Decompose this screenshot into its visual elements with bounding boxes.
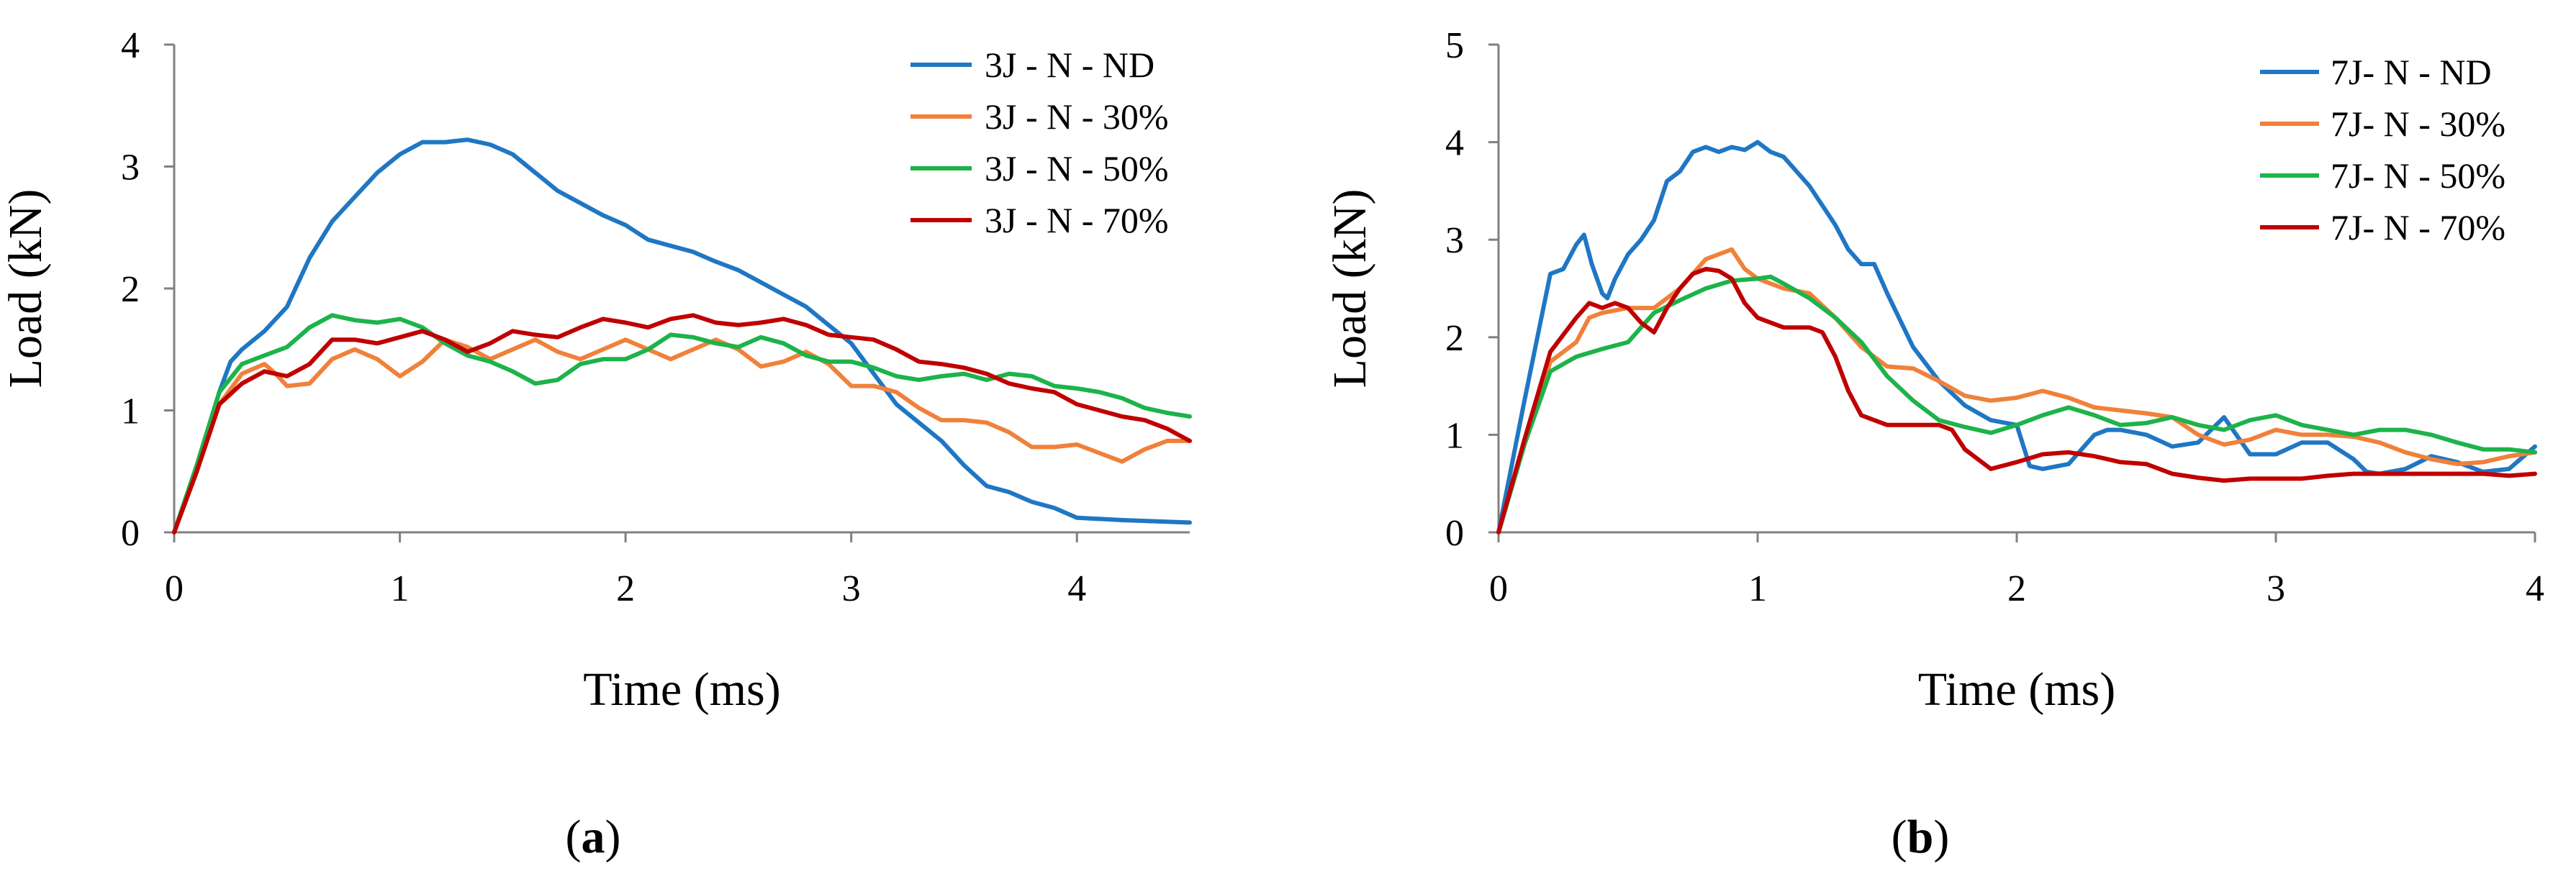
y-tick-label: 1 xyxy=(121,391,140,432)
x-axis-title: Time (ms) xyxy=(1918,663,2115,716)
tick-group: 0 1 2 3 4 0 1 2 3 4 xyxy=(121,25,1086,609)
x-tick-label: 3 xyxy=(842,568,861,609)
x-tick-label: 0 xyxy=(1489,568,1508,609)
legend-label: 7J- N - 30% xyxy=(2331,104,2505,144)
series-line-3 xyxy=(1496,274,2537,534)
panel-label-close: ) xyxy=(1933,811,1949,863)
legend-label: 7J- N - ND xyxy=(2331,52,2492,92)
series-line-3 xyxy=(172,313,1192,534)
panel-label-letter: b xyxy=(1907,811,1934,863)
series-group xyxy=(172,137,1192,534)
y-axis-title: Load (kN) xyxy=(1324,189,1376,388)
x-tick-label: 4 xyxy=(1067,568,1086,609)
y-tick-label: 4 xyxy=(121,25,140,66)
x-tick-label: 2 xyxy=(616,568,635,609)
series-line-2 xyxy=(172,337,1192,534)
panel-label-close: ) xyxy=(605,811,621,863)
y-tick-label: 2 xyxy=(1445,318,1464,359)
legend-label: 3J - N - ND xyxy=(985,45,1154,85)
y-tick-label: 3 xyxy=(1445,220,1464,261)
y-tick-label: 3 xyxy=(121,147,140,188)
panel-label-open: ( xyxy=(566,811,582,863)
y-tick-label: 5 xyxy=(1445,25,1464,66)
series-line-2 xyxy=(1496,247,2537,534)
y-tick-label: 4 xyxy=(1445,123,1464,164)
y-tick-label: 0 xyxy=(121,513,140,554)
legend-label: 3J - N - 50% xyxy=(985,148,1169,188)
x-tick-label: 2 xyxy=(2007,568,2026,609)
series-line-4 xyxy=(1496,266,2537,534)
tick-group: 0 1 2 3 4 5 0 1 2 3 4 xyxy=(1445,25,2544,609)
y-tick-label: 2 xyxy=(121,269,140,310)
x-tick-label: 4 xyxy=(2526,568,2544,609)
y-tick-label: 1 xyxy=(1445,415,1464,456)
panel-label-open: ( xyxy=(1892,811,1907,863)
y-tick-label: 0 xyxy=(1445,513,1464,554)
series-group xyxy=(1496,140,2537,534)
legend: 3J - N - ND 3J - N - 30% 3J - N - 50% 3J - … xyxy=(910,45,1169,240)
x-tick-label: 0 xyxy=(165,568,184,609)
x-tick-label: 3 xyxy=(2267,568,2285,609)
x-tick-label: 1 xyxy=(391,568,410,609)
legend-label: 7J- N - 70% xyxy=(2331,207,2505,247)
panel-label-b: (b) xyxy=(1892,811,1950,863)
legend-label: 3J - N - 30% xyxy=(985,96,1169,137)
panel-label-letter: a xyxy=(582,811,605,863)
legend: 7J- N - ND 7J- N - 30% 7J- N - 50% 7J- N - … xyxy=(2260,52,2505,247)
series-line-1 xyxy=(1496,140,2537,534)
y-axis-title: Load (kN) xyxy=(0,189,52,388)
legend-label: 7J- N - 50% xyxy=(2331,155,2505,196)
x-axis-title: Time (ms) xyxy=(583,663,780,716)
series-line-1 xyxy=(172,137,1192,534)
x-tick-label: 1 xyxy=(1748,568,1767,609)
series-line-4 xyxy=(172,313,1192,534)
panel-label-a: (a) xyxy=(566,811,621,863)
legend-label: 3J - N - 70% xyxy=(985,200,1169,240)
